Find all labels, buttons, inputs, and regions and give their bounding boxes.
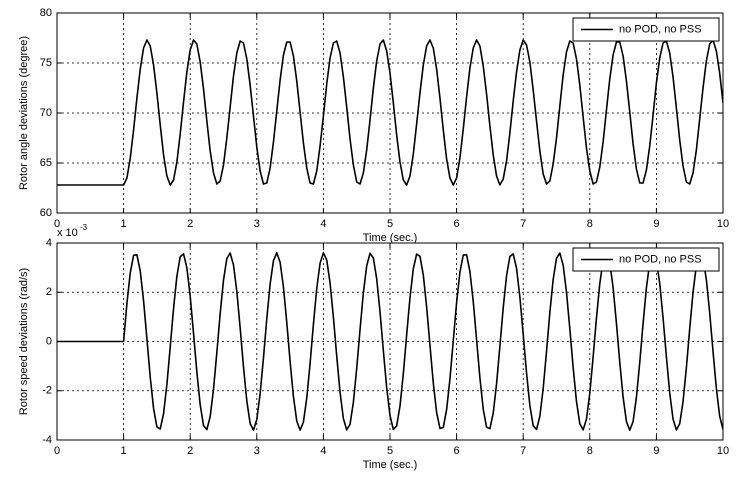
series-line [57,39,723,186]
axes-frame [56,242,724,441]
x-tick-label: 5 [387,445,393,457]
y-tick-label: 2 [46,286,52,298]
x-axis-label: Time (sec.) [363,232,418,244]
y-tick-label: 75 [40,57,52,69]
y-tick-label: -4 [42,434,52,446]
y-tick-label: 4 [46,237,52,249]
x-tick-label: 4 [320,218,326,230]
x-tick-label: 3 [254,218,260,230]
y-tick-label: 80 [40,7,52,19]
x-tick-label: 0 [54,445,60,457]
x-tick-label: 7 [520,218,526,230]
y-tick-label: 0 [46,335,52,347]
x-tick-label: 10 [717,445,729,457]
x-tick-label: 5 [387,218,393,230]
scale-exponent: -3 [80,223,88,232]
series-line [57,252,723,431]
x-tick-label: 1 [121,445,127,457]
scale-label: x 10 [57,227,78,239]
y-tick-label: 65 [40,157,52,169]
x-tick-label: 9 [653,218,659,230]
legend-label: no POD, no PSS [619,253,702,265]
x-tick-label: 9 [653,445,659,457]
x-tick-label: 4 [320,445,326,457]
x-tick-label: 0 [54,218,60,230]
axes-frame [56,12,724,214]
x-tick-label: 10 [717,218,729,230]
x-tick-label: 7 [520,445,526,457]
x-tick-label: 8 [587,445,593,457]
y-axis-label: Rotor angle deviations (degree) [18,36,30,190]
legend-box [572,247,720,272]
x-axis-label: Time (sec.) [363,459,418,471]
legend-box [572,17,720,42]
x-tick-label: 1 [121,218,127,230]
x-tick-label: 8 [587,218,593,230]
y-axis-label: Rotor speed deviations (rad/s) [18,268,30,415]
x-tick-label: 2 [187,445,193,457]
y-tick-label: 70 [40,107,52,119]
y-tick-label: -2 [42,385,52,397]
x-tick-label: 2 [187,218,193,230]
x-tick-label: 6 [454,445,460,457]
x-tick-label: 6 [454,218,460,230]
x-tick-label: 3 [254,445,260,457]
y-tick-label: 60 [40,207,52,219]
legend-label: no POD, no PSS [619,23,702,35]
